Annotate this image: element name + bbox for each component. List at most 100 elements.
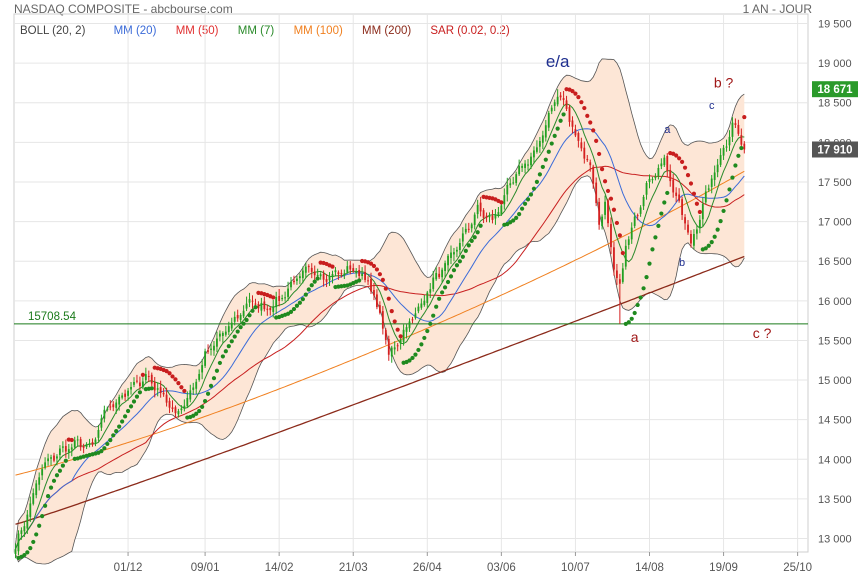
candle-body: [402, 329, 405, 342]
sar-dot: [437, 296, 442, 301]
sar-dot: [525, 197, 531, 202]
candle-body: [76, 439, 79, 441]
candle-body: [195, 381, 198, 389]
candle-body: [506, 184, 509, 195]
sar-dot: [677, 156, 682, 161]
candle-body: [201, 365, 204, 373]
candle-body: [630, 227, 633, 240]
candle-body: [230, 322, 233, 329]
price-tag-label: 17 910: [817, 144, 852, 156]
candle-body: [725, 146, 728, 148]
candle-body: [50, 457, 52, 459]
candle-body: [331, 274, 334, 278]
sar-dot: [229, 339, 234, 344]
sar-dot: [425, 328, 430, 334]
sar-dot: [395, 327, 400, 332]
candle-body: [527, 164, 529, 166]
sar-dot: [238, 325, 243, 330]
candle-body: [319, 274, 322, 277]
sar-dot: [445, 279, 451, 285]
candle-body: [464, 228, 467, 233]
sar-dot: [434, 304, 439, 309]
sar-dot: [40, 514, 45, 519]
candle-body: [613, 247, 615, 270]
candle-body: [20, 530, 23, 534]
y-tick-label: 18 500: [818, 98, 852, 110]
y-tick-label: 13 000: [818, 534, 852, 546]
candle-body: [14, 549, 17, 554]
candle-body: [316, 274, 319, 277]
candle-body: [666, 156, 669, 171]
candle-body: [722, 147, 725, 156]
candle-body: [533, 150, 535, 158]
candle-body: [423, 300, 426, 305]
y-tick-label: 19 000: [818, 58, 852, 70]
candle-body: [370, 278, 372, 292]
candle-body: [100, 418, 103, 428]
candle-body: [417, 306, 420, 312]
candle-body: [136, 380, 138, 382]
sar-dot: [371, 263, 377, 269]
sar-dot: [125, 408, 131, 414]
sar-dot: [173, 377, 178, 382]
candle-body: [355, 271, 358, 274]
candle-body: [648, 178, 651, 183]
candle-body: [301, 270, 304, 279]
candle-body: [615, 270, 618, 279]
candle-body: [82, 446, 85, 448]
sar-dot: [164, 369, 169, 374]
sar-dot: [31, 539, 36, 545]
sar-dot: [730, 175, 735, 180]
sar-dot: [291, 306, 297, 312]
sar-dot: [241, 321, 246, 326]
candle-body: [675, 192, 678, 196]
candle-body: [70, 447, 73, 450]
candle-body: [296, 278, 298, 282]
candle-body: [485, 215, 488, 218]
candle-body: [171, 407, 174, 410]
candle-body: [112, 404, 115, 408]
candle-body: [233, 316, 236, 322]
sar-dot: [739, 145, 744, 151]
sar-dot: [520, 206, 525, 211]
legend-entry: MM (100): [294, 25, 343, 37]
sar-dot: [383, 286, 388, 291]
candle-body: [698, 219, 701, 228]
candle-body: [438, 273, 441, 278]
candle-body: [189, 390, 192, 400]
date-axis: 01/12 09/01 14/02 21/03 26/04 03/06 10/07 14/08…: [114, 552, 812, 574]
candle-body: [544, 125, 547, 138]
candle-body: [47, 458, 49, 462]
candle-body: [651, 179, 654, 181]
sar-dot: [588, 120, 593, 125]
candle-body: [103, 409, 106, 419]
candle-body: [32, 493, 35, 504]
candle-body: [690, 233, 692, 244]
candle-body: [17, 533, 20, 552]
sar-dot: [454, 263, 460, 268]
candle-body: [213, 345, 215, 351]
candle-body: [497, 212, 500, 216]
mm100-line: [15, 170, 745, 476]
y-tick-label: 17 000: [818, 217, 852, 229]
candle-body: [707, 188, 710, 190]
candle-body: [716, 164, 719, 173]
parabolic-sar: [16, 87, 747, 561]
candle-body: [450, 252, 452, 258]
candle-body: [571, 120, 574, 127]
candle-body: [278, 295, 281, 301]
sar-dot: [368, 261, 374, 266]
sar-dot: [602, 179, 608, 184]
candle-body: [310, 267, 313, 272]
sar-dot: [428, 321, 433, 326]
sar-dot: [250, 308, 255, 313]
candle-body: [322, 273, 325, 280]
candle-body: [174, 407, 177, 414]
candle-body: [693, 234, 695, 246]
candle-body: [118, 396, 121, 405]
candle-body: [420, 303, 423, 308]
candle-body: [657, 167, 660, 177]
sar-dot: [28, 546, 33, 551]
candle-body: [518, 166, 521, 175]
